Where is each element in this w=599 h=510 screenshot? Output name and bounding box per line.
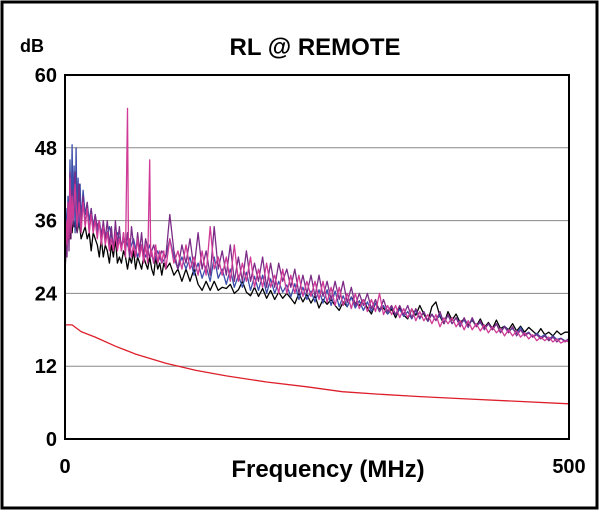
series-group — [64, 107, 570, 405]
y-axis-ticks: 0 12 24 36 48 60 — [35, 65, 58, 451]
series-line-5 — [64, 107, 570, 344]
y-tick-label: 60 — [35, 65, 57, 87]
series-line-1 — [65, 324, 570, 405]
chart-title: RL @ REMOTE — [230, 34, 401, 61]
plot-background — [65, 75, 569, 439]
y-tick-label: 48 — [35, 138, 57, 160]
plot-border — [64, 74, 570, 440]
y-tick-label: 24 — [35, 283, 58, 305]
x-tick-label: 0 — [59, 456, 70, 478]
y-tick-label: 36 — [35, 211, 57, 233]
y-tick-label: 0 — [46, 429, 57, 451]
plot-area — [64, 74, 570, 440]
y-axis-unit-label: dB — [20, 36, 44, 56]
x-axis-ticks: 0 500 — [59, 456, 585, 478]
x-axis-title: Frequency (MHz) — [231, 456, 424, 483]
x-tick-label: 500 — [552, 456, 585, 478]
y-tick-label: 12 — [35, 356, 57, 378]
